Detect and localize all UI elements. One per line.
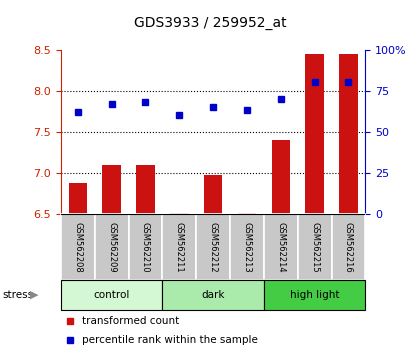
Text: GSM562210: GSM562210 [141,222,150,272]
Bar [305,54,324,214]
Bar [230,214,264,280]
Text: GSM562211: GSM562211 [175,222,184,272]
Bar [136,165,155,214]
Bar [61,214,95,280]
Text: GSM562209: GSM562209 [107,222,116,272]
Bar [170,212,189,214]
Bar [163,214,196,280]
Text: high light: high light [290,290,339,300]
Bar [331,214,365,280]
Bar [95,214,129,280]
Bar [163,280,264,310]
Text: GSM562215: GSM562215 [310,222,319,272]
Bar [204,175,223,214]
Text: GSM562208: GSM562208 [74,222,82,272]
Text: GDS3933 / 259952_at: GDS3933 / 259952_at [134,16,286,30]
Bar [238,212,256,214]
Text: ▶: ▶ [30,290,39,300]
Bar [129,214,163,280]
Bar [271,140,290,214]
Bar [61,280,163,310]
Text: GSM562212: GSM562212 [209,222,218,272]
Bar [264,280,365,310]
Text: transformed count: transformed count [82,316,179,326]
Text: GSM562214: GSM562214 [276,222,285,272]
Bar [102,165,121,214]
Bar [264,214,298,280]
Text: GSM562213: GSM562213 [242,222,252,272]
Text: stress: stress [2,290,33,300]
Bar [68,183,87,214]
Bar [298,214,331,280]
Text: control: control [94,290,130,300]
Text: percentile rank within the sample: percentile rank within the sample [82,335,258,345]
Text: GSM562216: GSM562216 [344,222,353,272]
Text: dark: dark [202,290,225,300]
Bar [339,54,358,214]
Bar [196,214,230,280]
